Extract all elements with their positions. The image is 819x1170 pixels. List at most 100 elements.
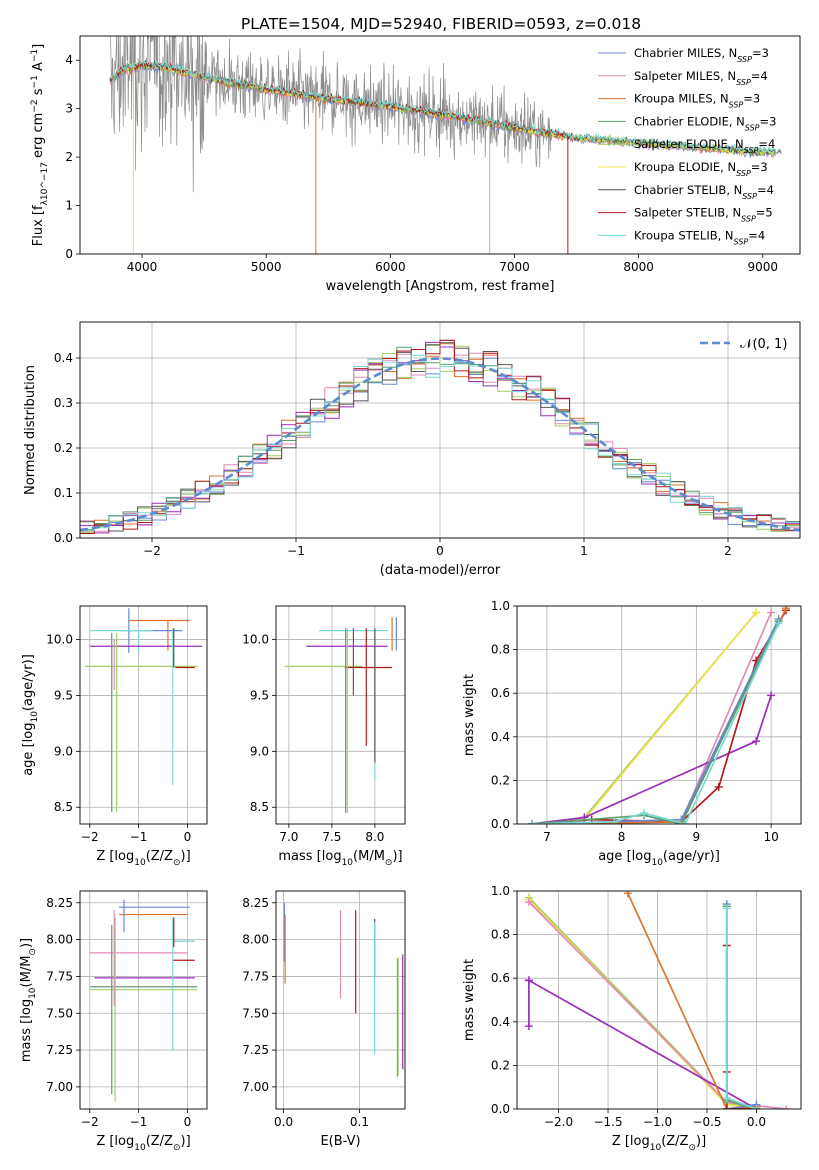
series-line-kr_miles	[531, 607, 787, 824]
y-tick-label: 8.00	[46, 933, 73, 947]
y-tick-label: 8.5	[250, 800, 269, 814]
y-tick-label: 0.2	[491, 1058, 510, 1072]
y-tick-label: 0.1	[54, 486, 73, 500]
legend-spectrum: Chabrier MILES, NSSP=3 Salpeter MILES, NS…	[598, 46, 776, 246]
x-tick-label: 9	[693, 830, 701, 844]
y-tick-label: 7.25	[46, 1043, 73, 1057]
series-marker	[767, 691, 776, 700]
series-marker	[722, 904, 731, 913]
panel-age_vs_mass: 7.0 7.5 8.0 8.5 9.0 9.5 10.0 mass [log10(M/M⊙)]	[242, 605, 406, 868]
figure-title: PLATE=1504, MJD=52940, FIBERID=0593, z=0…	[241, 15, 641, 33]
series-marker	[677, 820, 686, 824]
y-tick-label: 9.5	[250, 688, 269, 702]
axes-frame	[275, 890, 406, 1110]
y-tick-label: 7.75	[242, 969, 269, 983]
y-tick-label: 9.0	[250, 744, 269, 758]
y-tick-label: 0.6	[491, 686, 510, 700]
y-tick-label: 0.4	[54, 351, 73, 365]
x-tick-label: 8.0	[365, 830, 384, 844]
y-tick-label: 9.0	[54, 744, 73, 758]
series-marker	[782, 606, 791, 613]
y-tick-label: 1.0	[491, 884, 510, 898]
legend-label: Salpeter MILES, NSSP=4	[634, 69, 768, 87]
y-tick-label: 0.0	[54, 531, 73, 545]
axes-frame	[79, 321, 801, 539]
x-tick-label: 8000	[623, 260, 654, 274]
series-marker	[752, 608, 761, 617]
x-axis-label: Z [log10(Z/Z⊙)]	[96, 1134, 190, 1153]
legend-label: Salpeter STELIB, NSSP=5	[634, 206, 773, 224]
y-tick-label: 3	[65, 102, 73, 116]
x-tick-label: −2	[81, 1115, 99, 1129]
plot-area-residuals	[80, 322, 800, 538]
series-marker	[623, 891, 632, 898]
y-tick-label: 10.0	[46, 633, 73, 647]
plot-area-age_vs_mass	[276, 606, 405, 824]
legend-label: Salpeter ELODIE, NSSP=4	[634, 137, 775, 155]
series-line-sa_stelib	[531, 609, 787, 824]
series-marker	[722, 1105, 731, 1109]
x-axis-label: wavelength [Angstrom, rest frame]	[326, 279, 555, 294]
series-line-kr_elodie	[528, 899, 757, 1109]
x-tick-label: 6000	[375, 260, 406, 274]
series-line-purple	[528, 978, 757, 1109]
series-line-ch_elodie	[531, 620, 780, 824]
x-tick-label: −0.5	[692, 1115, 721, 1129]
x-tick-label: 0	[436, 544, 444, 558]
series-line-purple	[531, 695, 772, 824]
series-line-kr_elodie	[531, 611, 757, 824]
x-axis-label: age [log10(age/yr)]	[598, 849, 720, 868]
y-tick-label: 0.0	[491, 817, 510, 831]
panel-weight_vs_z: −2.0 −1.5 −1.0 −0.5 0.0 0.0 0.2 0.4 0.6 0.8 1.0 Z […	[462, 884, 802, 1153]
y-tick-label: 0.2	[491, 773, 510, 787]
panel-residuals: −2 −1 0 1 2 0.0 0.1 0.2 0.3 0.4 (data-model)/error…	[23, 321, 801, 578]
y-tick-label: 0.2	[54, 441, 73, 455]
legend-label: Kroupa STELIB, NSSP=4	[634, 228, 765, 246]
series-marker	[714, 782, 723, 791]
series-line-kr_stelib	[531, 623, 780, 824]
y-tick-label: 8.25	[46, 896, 73, 910]
panels: 4000 5000 6000 7000 8000 900001234wavelength …	[19, 35, 802, 1153]
y-tick-label: 0	[65, 247, 73, 261]
x-tick-label: 2	[724, 544, 732, 558]
panel-weight_vs_age: 7 8 9 10 0.0 0.2 0.4 0.6 0.8 1.0 age [log10(age/yr…	[462, 599, 802, 868]
legend-label: Chabrier ELODIE, NSSP=3	[634, 114, 776, 131]
x-tick-label: 0	[184, 1115, 192, 1129]
x-tick-label: 7.0	[279, 830, 298, 844]
series-marker	[774, 619, 783, 628]
y-axis-label: mass weight	[462, 959, 477, 1041]
y-axis-label: mass weight	[462, 674, 477, 756]
series-marker	[782, 1105, 791, 1109]
series-marker	[767, 608, 776, 617]
x-tick-label: 0.1	[350, 1115, 369, 1129]
x-tick-label: 4000	[127, 260, 158, 274]
y-tick-label: 1	[65, 199, 73, 213]
series-marker	[640, 809, 649, 818]
y-tick-label: 0.8	[491, 643, 510, 657]
y-tick-label: 7.50	[46, 1006, 73, 1020]
x-axis-label: E(B-V)	[320, 1134, 360, 1149]
axes-frame	[79, 605, 208, 825]
series-marker	[752, 737, 761, 746]
x-tick-label: 0	[184, 830, 192, 844]
x-tick-label: 7	[543, 830, 551, 844]
y-tick-label: 10.0	[242, 633, 269, 647]
y-tick-label: 0.8	[491, 928, 510, 942]
series-line-kr_miles	[627, 892, 757, 1109]
model-line-kr_stelib	[109, 59, 776, 155]
x-tick-label: 1	[580, 544, 588, 558]
y-tick-label: 7.00	[242, 1080, 269, 1094]
x-tick-label: 7000	[499, 260, 530, 274]
plot-area-weight_vs_age	[517, 606, 801, 824]
x-tick-label: −2	[143, 544, 161, 558]
x-axis-label: Z [log10(Z/Z⊙)]	[96, 849, 190, 868]
axes-frame	[79, 890, 208, 1110]
x-tick-label: 8	[618, 830, 626, 844]
y-tick-label: 0.6	[491, 971, 510, 985]
series-marker	[722, 1094, 731, 1103]
y-axis-label: Flux [fλ10^−17 erg cm−2 s−1 A−1]	[30, 44, 50, 246]
legend-label: Kroupa MILES, NSSP=3	[634, 92, 760, 110]
normal-curve	[80, 357, 800, 532]
x-tick-label: −1	[287, 544, 305, 558]
